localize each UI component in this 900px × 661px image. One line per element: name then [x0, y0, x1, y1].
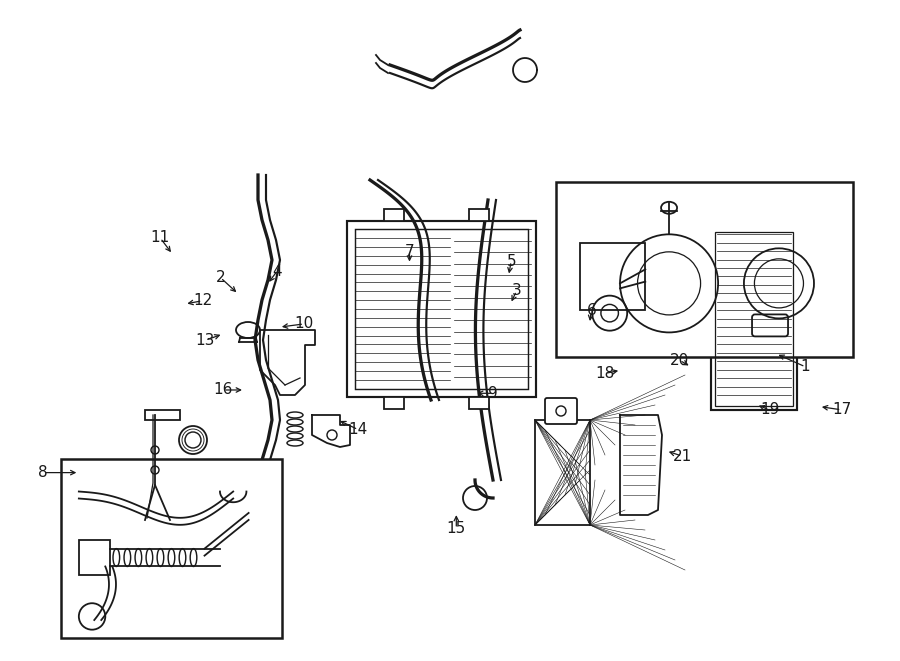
Text: 6: 6 [587, 303, 596, 318]
Bar [355, 229, 527, 389]
Text: 1: 1 [801, 360, 810, 374]
Text: 7: 7 [405, 244, 414, 258]
Text: 20: 20 [670, 353, 689, 368]
Bar [469, 210, 489, 221]
Text: 9: 9 [489, 386, 498, 401]
Bar [383, 210, 404, 221]
Polygon shape [620, 415, 662, 515]
Text: 10: 10 [294, 317, 314, 331]
Text: 4: 4 [273, 264, 282, 278]
Text: 11: 11 [150, 231, 170, 245]
Text: 15: 15 [446, 522, 466, 536]
Bar [711, 228, 796, 410]
Bar [383, 397, 404, 408]
Text: 18: 18 [595, 366, 615, 381]
Text: 16: 16 [213, 383, 233, 397]
Bar [346, 221, 536, 397]
Text: 3: 3 [512, 284, 521, 298]
FancyBboxPatch shape [545, 398, 577, 424]
Bar [580, 243, 645, 309]
Text: 2: 2 [216, 270, 225, 285]
Bar [556, 182, 853, 357]
Text: 19: 19 [760, 403, 779, 417]
Bar [145, 410, 180, 420]
Bar [61, 459, 282, 638]
Bar [535, 420, 590, 525]
Text: 17: 17 [832, 403, 851, 417]
Text: 13: 13 [195, 333, 215, 348]
Bar [79, 539, 110, 575]
Text: 5: 5 [507, 254, 516, 268]
Bar [469, 397, 489, 408]
Bar [715, 232, 793, 406]
Text: 14: 14 [348, 422, 368, 437]
Text: 21: 21 [672, 449, 692, 463]
Text: 12: 12 [193, 293, 212, 308]
Text: 8: 8 [39, 465, 48, 480]
